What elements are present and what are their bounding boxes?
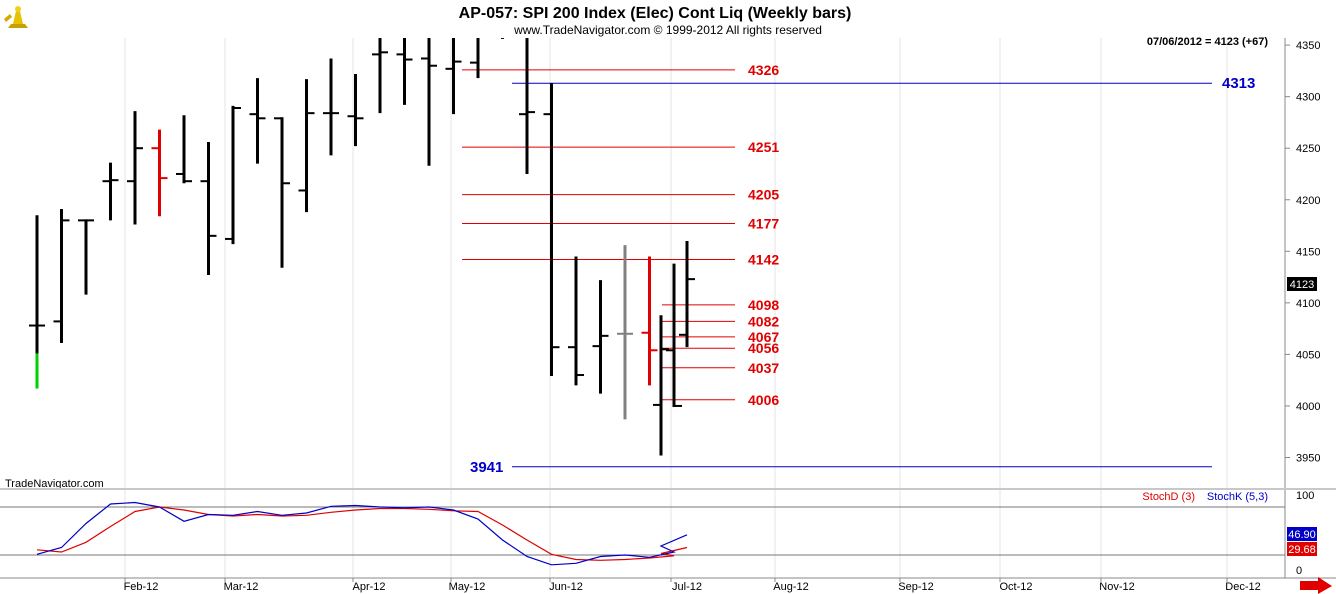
level-label: 4177 — [748, 215, 779, 231]
header-band — [0, 0, 1336, 38]
stoch-tick-label: 100 — [1296, 490, 1314, 502]
price-tick-label: 4200 — [1296, 195, 1320, 207]
stoch-tick-label: 0 — [1296, 565, 1302, 577]
level-label: 4067 — [748, 329, 779, 345]
ohlc-bar — [274, 117, 290, 268]
ohlc-bar — [176, 115, 192, 184]
stoch-value-tag: 46.90 — [1287, 527, 1317, 541]
level-label: 4326 — [748, 62, 779, 78]
ohlc-bar — [679, 240, 695, 348]
x-tick-label: Oct-12 — [999, 581, 1032, 593]
watermark: TradeNavigator.com — [5, 478, 104, 490]
level-label: 3941 — [470, 459, 503, 476]
last-quote: 07/06/2012 = 4123 (+67) — [1147, 36, 1268, 48]
ohlc-bar — [470, 38, 480, 79]
ohlc-bar — [53, 209, 70, 344]
price-tag: 4123 — [1287, 277, 1317, 291]
ohlc-bar — [102, 162, 119, 221]
price-tick-label: 3950 — [1296, 453, 1320, 465]
stochastic-axis: 0 100 46.90 29.68 — [1287, 490, 1317, 577]
x-axis: Feb-12 Mar-12 Apr-12 May-12 Jun-12 Jul-12 Aug-… — [124, 578, 1261, 593]
stochastic-grid — [0, 506, 1285, 556]
level-label: 4056 — [748, 340, 779, 356]
price-tick-label: 4250 — [1296, 143, 1320, 155]
level-label: 4251 — [748, 139, 779, 155]
x-tick-label: Feb-12 — [124, 581, 159, 593]
ohlc-bar — [127, 111, 143, 225]
x-tick-label: Aug-12 — [773, 581, 808, 593]
stochastic-panel: StochD (3) StochK (5,3) — [0, 491, 1285, 566]
x-tick-label: May-12 — [449, 581, 486, 593]
ohlc-bar — [151, 129, 168, 217]
price-tick-label: 4150 — [1296, 246, 1320, 258]
ohlc-bar — [249, 78, 266, 164]
level-label: 4142 — [748, 252, 779, 268]
legend-stoch-k: StochK (5,3) — [1207, 491, 1268, 503]
ohlc-bar — [519, 38, 535, 174]
ohlc-bar — [347, 73, 364, 147]
ohlc-bar — [396, 38, 413, 105]
ohlc-bar — [568, 256, 584, 386]
level-label: 4006 — [748, 392, 779, 408]
level-label: 4082 — [748, 313, 779, 329]
x-tick-label: Sep-12 — [898, 581, 933, 593]
ohlc-bar — [592, 280, 609, 394]
ohlc-bar — [641, 256, 658, 386]
scroll-right-icon[interactable] — [1300, 577, 1332, 594]
ohlc-bar — [421, 38, 437, 166]
ohlc-bar — [298, 79, 315, 213]
price-tick-label: 4000 — [1296, 401, 1320, 413]
price-tick-label: 4350 — [1296, 40, 1320, 52]
price-tick-label: 4050 — [1296, 349, 1320, 361]
x-tick-label: Mar-12 — [224, 581, 259, 593]
ohlc-bar — [617, 245, 633, 420]
ohlc-bar — [666, 263, 682, 407]
ohlc-bar — [323, 58, 339, 156]
chart-title: AP-057: SPI 200 Index (Elec) Cont Liq (W… — [459, 5, 852, 22]
svg-text:29.68: 29.68 — [1288, 544, 1316, 556]
ohlc-bar — [445, 38, 462, 115]
level-label: 4098 — [748, 297, 779, 313]
chart-subtitle: www.TradeNavigator.com © 1999-2012 All r… — [513, 23, 822, 37]
price-bars — [29, 38, 695, 456]
legend-stoch-d: StochD (3) — [1142, 491, 1195, 503]
ohlc-bar — [200, 142, 217, 276]
price-axis: 3950 4000 4050 4100 4150 4200 4250 4300 4350 — [1285, 40, 1320, 465]
x-tick-label: Apr-12 — [352, 581, 385, 593]
x-tick-label: Nov-12 — [1099, 581, 1134, 593]
svg-text:46.90: 46.90 — [1288, 529, 1316, 541]
price-tick-label: 4100 — [1296, 298, 1320, 310]
ohlc-bar — [372, 38, 388, 114]
ohlc-bar — [78, 219, 94, 295]
x-tick-label: Jul-12 — [672, 581, 702, 593]
stoch-d-line — [36, 506, 688, 561]
ohlc-bar — [653, 315, 669, 456]
logo-icon — [3, 3, 33, 33]
price-levels: 4326 4313 4251 4205 4177 4142 4098408240674056… — [462, 62, 1255, 476]
stoch-k-line — [36, 501, 688, 566]
x-tick-label: Jun-12 — [549, 581, 583, 593]
level-label: 4205 — [748, 187, 779, 203]
ohlc-bar — [225, 105, 241, 245]
stochastic-lines — [36, 501, 688, 566]
x-tick-label: Dec-12 — [1225, 581, 1260, 593]
level-label: 4313 — [1222, 75, 1255, 92]
ohlc-bar — [29, 215, 45, 389]
stoch-value-tag: 29.68 — [1287, 542, 1317, 556]
price-tag-text: 4123 — [1290, 279, 1314, 291]
price-tick-label: 4300 — [1296, 92, 1320, 104]
ohlc-bar — [543, 83, 560, 377]
level-label: 4037 — [748, 360, 779, 376]
